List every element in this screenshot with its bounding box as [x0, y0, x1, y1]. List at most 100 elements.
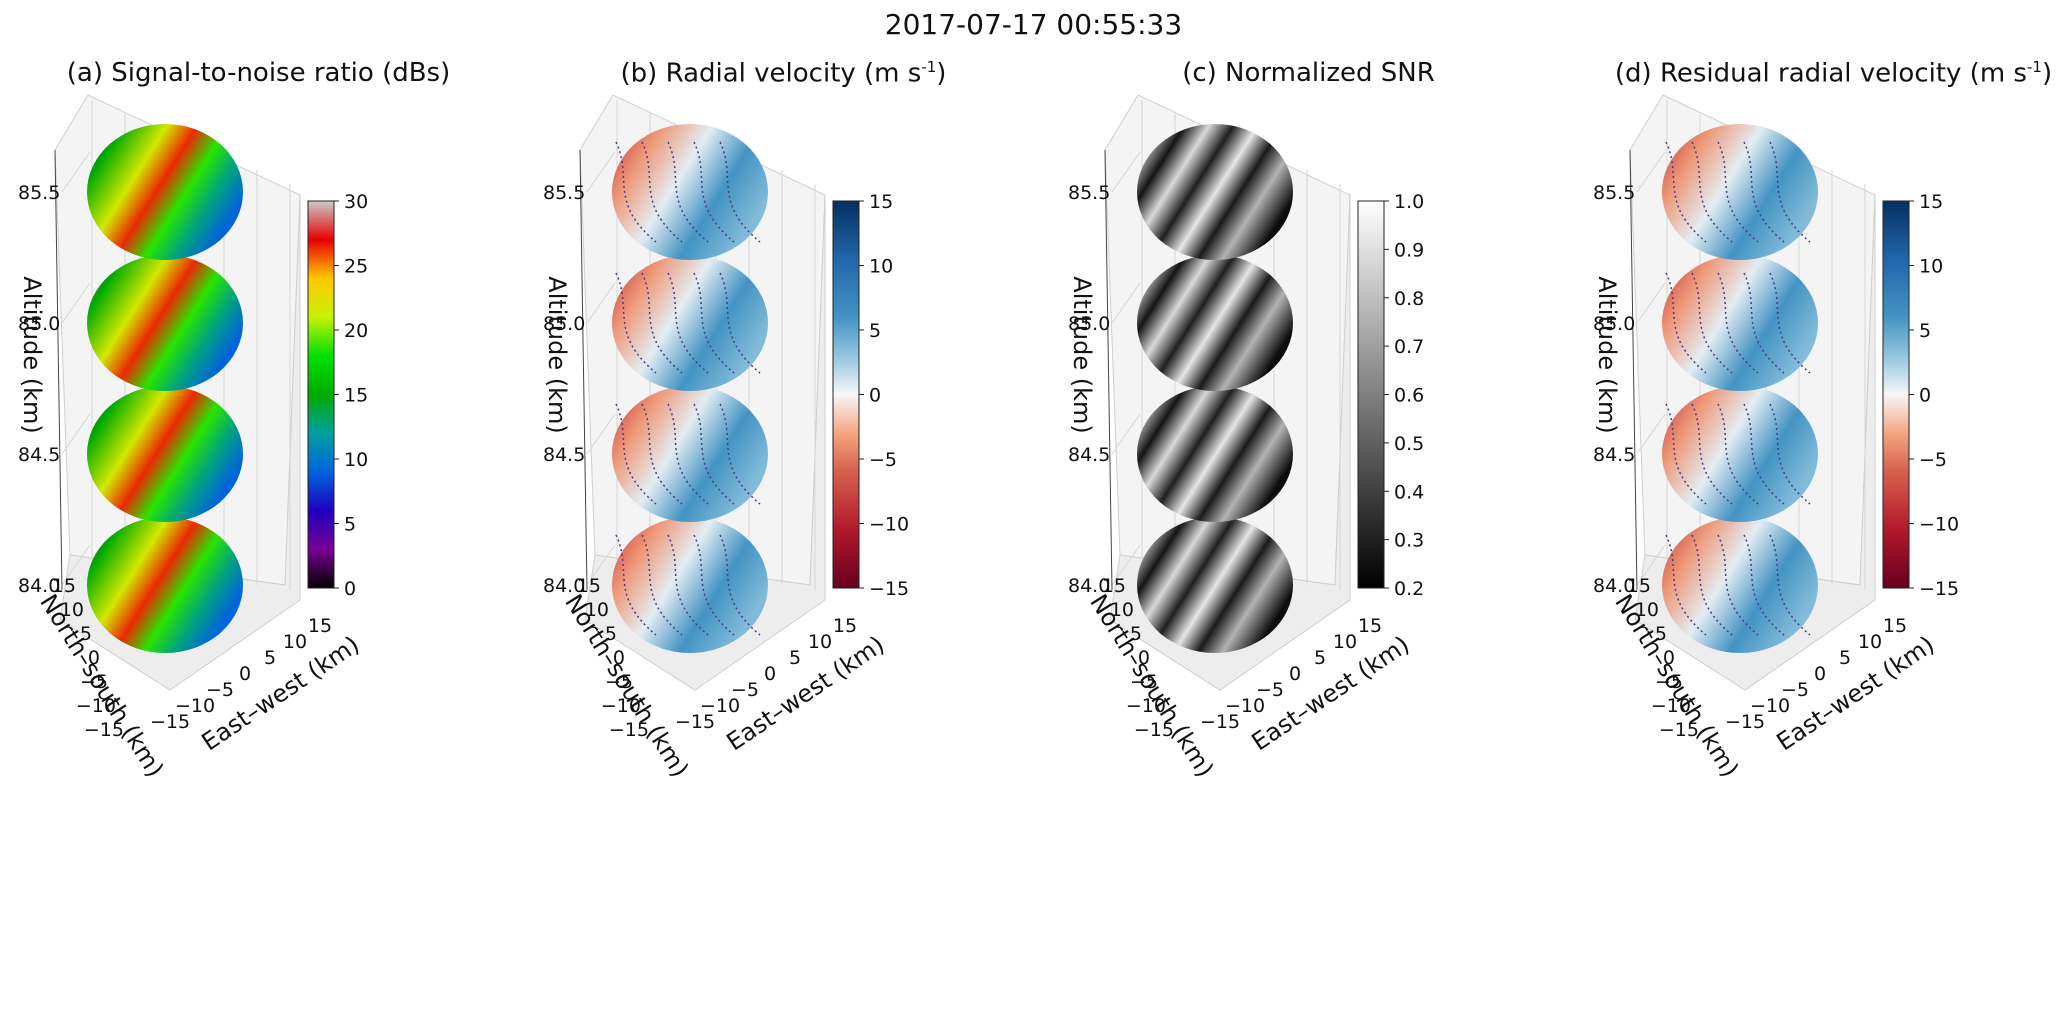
panel-d: (d) Residual radial velocity (m s-1) 84.…: [1575, 0, 2067, 1014]
z-axis-line: [1104, 149, 1113, 591]
x-tick-label: −5: [1781, 679, 1809, 701]
x-tick-label: −5: [206, 679, 234, 701]
y-tick-label: −5: [1130, 671, 1158, 693]
colorbar-tick-label: 15: [869, 191, 893, 213]
altitude-disk: [612, 124, 768, 260]
panel-title: (d) Residual radial velocity (m s-1): [1575, 58, 2067, 89]
y-tick-label: −10: [1126, 695, 1166, 717]
altitude-disk: [1662, 517, 1818, 653]
altitude-slice: [1137, 124, 1293, 260]
grid-line: [1636, 413, 1666, 455]
colorbar-ramp: [1357, 200, 1385, 589]
altitude-disk: [612, 255, 768, 391]
altitude-slice: [612, 255, 768, 391]
x-tick-label: 0: [1814, 663, 1826, 685]
x-tick-label: 0: [764, 663, 776, 685]
colorbar-ramp: [832, 200, 860, 589]
grid-line: [61, 544, 91, 586]
colorbar-tick-label: −15: [869, 578, 909, 600]
altitude-slice: [612, 124, 768, 260]
colorbar-tick-label: 0.6: [1394, 385, 1424, 407]
x-tick-label: −5: [1256, 679, 1284, 701]
colorbar-tick-label: 0.8: [1394, 288, 1424, 310]
x-tick-label: −10: [175, 695, 215, 717]
altitude-disk: [1137, 517, 1293, 653]
altitude-disk: [1662, 386, 1818, 522]
z-tick-label: 85.5: [1593, 182, 1635, 204]
altitude-disk: [1137, 124, 1293, 260]
altitude-slice: [87, 386, 243, 522]
altitude-disk: [612, 517, 768, 653]
colorbar-tick-label: 25: [344, 256, 368, 278]
y-tick-label: −15: [1659, 719, 1699, 741]
altitude-slice: [612, 517, 768, 653]
colorbar-tick-label: 10: [344, 449, 368, 471]
grid-line: [61, 413, 91, 455]
grid-line: [586, 151, 616, 193]
colorbar-tick-label: 0: [1919, 385, 1931, 407]
y-tick-label: 0: [1663, 647, 1675, 669]
y-tick-label: 5: [80, 623, 92, 645]
y-tick-label: 15: [1102, 575, 1126, 597]
x-tick-label: 5: [1314, 647, 1326, 669]
panel-title-text: (b) Radial velocity (m s: [620, 58, 922, 89]
panel-title-text: (d) Residual radial velocity (m s: [1614, 58, 2027, 89]
grid-line: [1111, 282, 1141, 324]
altitude-slice: [87, 517, 243, 653]
x-tick-label: −15: [1200, 711, 1240, 733]
z-tick-label: 84.0: [1593, 575, 1635, 597]
panel-a: (a) Signal-to-noise ratio (dBs) 84.0 84.5…: [0, 0, 517, 1014]
colorbar-tick-label: −5: [869, 449, 897, 471]
grid-line: [586, 282, 616, 324]
colorbar-tick-label: 0.7: [1394, 336, 1424, 358]
z-tick-label: 85.5: [18, 182, 60, 204]
colorbar-tick-label: 10: [1919, 256, 1943, 278]
z-axis-label: Altitude (km): [1068, 276, 1096, 433]
y-tick-label: −15: [609, 719, 649, 741]
grid-line: [586, 544, 616, 586]
colorbar: 0.2 0.3 0.4 0.5 0.6 0.7 0.8 0.9 1.0: [1357, 191, 1424, 600]
grid-line: [61, 282, 91, 324]
x-tick-label: 5: [789, 647, 801, 669]
y-tick-label: 5: [1655, 623, 1667, 645]
colorbar-tick-label: −10: [869, 514, 909, 536]
altitude-slice: [1137, 386, 1293, 522]
z-tick-label: 84.0: [543, 575, 585, 597]
altitude-slice: [87, 255, 243, 391]
x-tick-label: 15: [308, 615, 332, 637]
panel-title-text: (a) Signal-to-noise ratio (dBs): [66, 58, 451, 88]
z-tick-label: 85.0: [1068, 313, 1110, 335]
z-tick-label: 85.0: [18, 313, 60, 335]
y-tick-label: −5: [605, 671, 633, 693]
z-tick-label: 85.0: [1593, 313, 1635, 335]
colorbar-tick-label: −10: [1919, 514, 1959, 536]
colorbar-tick-label: 0.5: [1394, 433, 1424, 455]
altitude-disk: [87, 255, 243, 391]
colorbar-tick-label: −15: [1919, 578, 1959, 600]
x-tick-label: −15: [1725, 711, 1765, 733]
colorbar-tick-label: 15: [1919, 191, 1943, 213]
x-tick-label: −15: [150, 711, 190, 733]
z-axis-label: Altitude (km): [543, 276, 571, 433]
colorbar-tick-label: 0.4: [1394, 481, 1424, 503]
x-tick-label: −10: [700, 695, 740, 717]
grid-line: [1111, 544, 1141, 586]
y-tick-label: 0: [1138, 647, 1150, 669]
panel-title: (b) Radial velocity (m s-1): [525, 58, 1042, 89]
x-tick-label: −5: [731, 679, 759, 701]
altitude-disk: [1137, 386, 1293, 522]
title-close: ): [2041, 58, 2053, 89]
grid-line: [1636, 544, 1666, 586]
grid-line: [1111, 413, 1141, 455]
altitude-slice: [1662, 255, 1818, 391]
z-axis-label: Altitude (km): [1593, 276, 1621, 433]
y-tick-label: 10: [1635, 599, 1659, 621]
x-tick-label: 15: [1358, 615, 1382, 637]
y-tick-label: 5: [605, 623, 617, 645]
z-tick-label: 85.5: [543, 182, 585, 204]
altitude-disk: [1662, 255, 1818, 391]
altitude-slice: [1662, 386, 1818, 522]
altitude-slice: [1137, 255, 1293, 391]
colorbar-tick-label: 15: [344, 385, 368, 407]
